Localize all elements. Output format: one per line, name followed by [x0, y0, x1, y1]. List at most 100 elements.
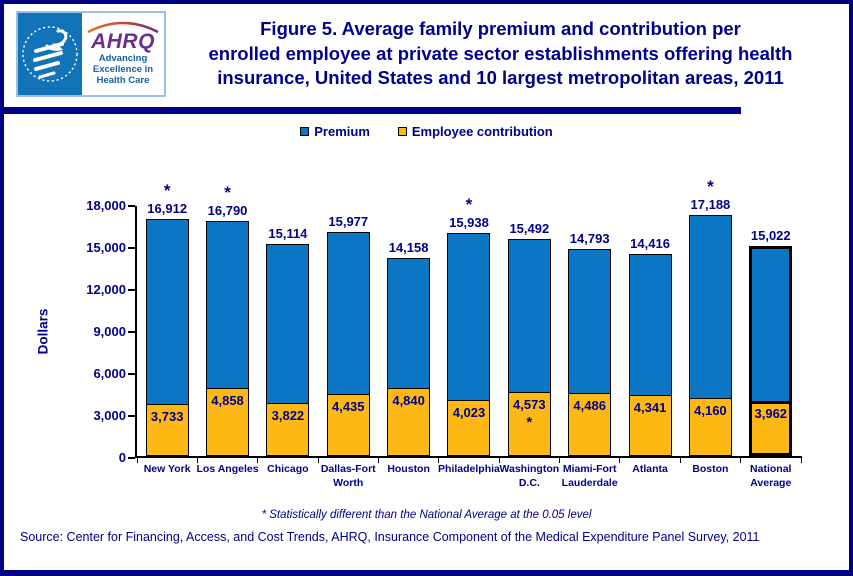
contribution-value-label: 3,962 — [754, 405, 788, 421]
employee-contribution-bar — [326, 393, 370, 456]
premium-significance-asterisk: * — [465, 194, 473, 214]
legend-item-premium: Premium — [300, 124, 370, 139]
employee-contribution-bar — [749, 400, 793, 456]
bar-slot: 14,416 4,341 Atlanta — [620, 206, 680, 475]
y-axis-tick-mark — [128, 289, 135, 291]
contribution-value-label: 4,160 — [694, 402, 727, 418]
premium-value-label: 15,492 — [509, 221, 550, 237]
significance-footnote: * Statistically different than the Natio… — [261, 509, 592, 521]
y-axis-tick-label: 0 — [118, 450, 126, 465]
category-label: Miami-Fort Lauderdale — [561, 463, 618, 489]
premium-significance-asterisk: * — [224, 182, 231, 202]
contribution-value-label: 4,573 — [513, 396, 546, 412]
premium-bar — [266, 244, 310, 456]
bar-slot: * 16,912 3,733 New York — [137, 182, 197, 475]
premium-significance-asterisk: * — [707, 177, 714, 197]
premium-legend-label: Premium — [314, 123, 370, 139]
x-axis-tick-mark — [498, 456, 500, 463]
chart-area: Dollars * 16,912 3,733 New York * 16,790 4,858… — [4, 141, 849, 501]
category-label: New York — [143, 463, 191, 475]
category-label: Houston — [387, 463, 430, 475]
premium-bar — [749, 245, 793, 456]
figure-title-line1: Figure 5. Average family premium and con… — [260, 18, 741, 40]
ahrq-arc-icon — [87, 21, 159, 34]
x-axis-tick-mark — [257, 456, 259, 463]
employee-contribution-bar — [628, 395, 672, 456]
hhs-seal-icon — [18, 13, 82, 95]
premium-value-label: 14,158 — [388, 239, 429, 255]
x-axis-tick-mark — [559, 456, 561, 463]
x-axis-tick-mark — [679, 456, 681, 463]
contribution-value-label: 4,486 — [573, 398, 606, 414]
figure-title-line3: insurance, United States and 10 largest … — [217, 67, 784, 89]
premium-value-label: 17,188 — [690, 197, 731, 213]
header: AHRQ Advancing Excellence in Health Care… — [4, 4, 849, 100]
premium-value-label: 16,912 — [147, 201, 188, 217]
premium-value-label: 16,790 — [207, 202, 248, 218]
category-label: Washington D.C. — [499, 463, 560, 489]
y-axis-tick-label: 3,000 — [93, 408, 126, 423]
premium-bar — [145, 219, 189, 456]
premium-bar — [688, 215, 732, 456]
y-axis-tick-label: 6,000 — [93, 366, 126, 381]
y-axis-tick-mark — [128, 415, 135, 417]
premium-bar — [326, 232, 370, 456]
category-label: Atlanta — [632, 463, 668, 475]
x-axis-tick-mark — [377, 456, 379, 463]
bar-slot: * 17,188 4,160 Boston — [680, 178, 740, 475]
y-axis-tick-label: 18,000 — [86, 198, 126, 213]
header-separator-bar — [4, 107, 741, 114]
bar-slot: * 15,938 4,023 Philadelphia — [438, 196, 500, 475]
premium-value-label: 15,114 — [268, 226, 308, 242]
bar-slot: 15,114 3,822 Chicago — [258, 206, 318, 475]
employee-contribution-bar — [266, 402, 310, 456]
employee-contribution-bar — [145, 403, 189, 456]
premium-significance-asterisk: * — [163, 181, 171, 201]
employee-contribution-bar — [447, 399, 491, 456]
premium-bar — [206, 220, 250, 456]
bar-slot: 14,158 4,840 Houston — [378, 206, 438, 475]
employee-contribution-swatch-icon — [397, 126, 407, 136]
x-axis-tick-mark — [800, 456, 802, 463]
hhs-ahrq-logo: AHRQ Advancing Excellence in Health Care — [16, 11, 166, 97]
contribution-value-label: 4,023 — [452, 404, 486, 420]
ahrq-logo: AHRQ Advancing Excellence in Health Care — [82, 13, 164, 95]
category-label: Dallas-Fort Worth — [320, 463, 376, 489]
bar-slot: 14,793 4,486 Miami-Fort Lauderdale — [560, 206, 620, 489]
contribution-significance-asterisk: * — [526, 413, 533, 431]
employee-contribution-legend-label: Employee contribution — [411, 123, 553, 139]
premium-value-label: 14,793 — [569, 230, 610, 246]
y-axis-tick-mark — [128, 331, 135, 333]
employee-contribution-bar — [507, 391, 551, 456]
premium-bar — [568, 248, 612, 456]
contribution-value-label: 4,435 — [331, 398, 365, 414]
bar-slot: * 16,790 4,858 Los Angeles — [197, 184, 259, 475]
category-label: National Average — [750, 463, 792, 489]
employee-contribution-bar — [568, 393, 612, 456]
category-label: Philadelphia — [438, 463, 500, 475]
y-axis-tick-label: 9,000 — [93, 324, 126, 339]
figure-title: Figure 5. Average family premium and con… — [166, 17, 837, 90]
contribution-value-label: 3,822 — [271, 407, 305, 423]
bar-slot: 15,977 4,435 Dallas-Fort Worth — [318, 206, 378, 488]
ahrq-wordmark: AHRQ — [91, 30, 155, 54]
category-label: Chicago — [267, 463, 309, 475]
premium-value-label: 15,977 — [328, 214, 369, 230]
premium-bar — [507, 239, 551, 456]
premium-swatch-icon — [300, 126, 310, 136]
bar-slot: 15,492 4,573 * Washington D.C. — [499, 206, 559, 489]
source-line: Source: Center for Financing, Access, an… — [20, 530, 760, 544]
y-axis-tick-mark — [128, 247, 135, 249]
premium-bar — [628, 254, 672, 456]
contribution-value-label: 3,733 — [150, 408, 184, 424]
x-axis-tick-mark — [740, 456, 742, 463]
bars-row: * 16,912 3,733 New York * 16,790 4,858 Los Ange… — [137, 178, 801, 489]
premium-bar — [447, 232, 491, 456]
premium-bar — [387, 257, 431, 456]
figure-title-line2: enrolled employee at private sector esta… — [208, 42, 793, 64]
x-axis-tick-mark — [438, 456, 440, 463]
employee-contribution-bar — [688, 397, 732, 456]
contribution-value-label: 4,858 — [211, 393, 244, 408]
legend-item-employee-contribution: Employee contribution — [397, 123, 553, 139]
y-axis-tick-label: 12,000 — [86, 282, 126, 297]
